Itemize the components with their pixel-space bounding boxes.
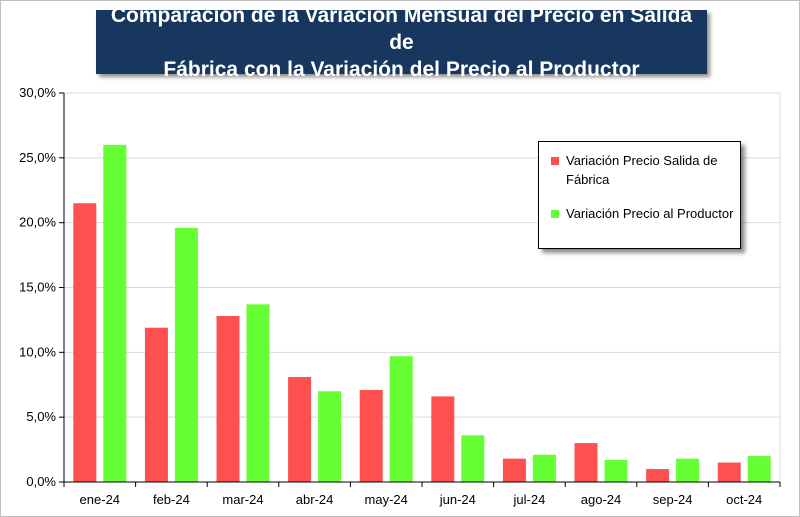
x-tick-label: abr-24 (296, 492, 334, 507)
x-tick-label: oct-24 (726, 492, 762, 507)
bar-productor-mar-24 (246, 304, 270, 482)
legend-label-salida-fabrica: Variación Precio Salida de Fábrica (566, 153, 718, 187)
y-tick-label: 0,0% (26, 474, 56, 489)
bar-productor-ago-24 (604, 459, 628, 482)
bar-productor-jul-24 (532, 454, 556, 482)
bar-productor-sep-24 (676, 458, 700, 482)
x-tick-label: jun-24 (439, 492, 476, 507)
y-tick-label: 30,0% (19, 85, 56, 100)
chart-title-line-2: Fábrica con la Variación del Precio al P… (163, 57, 640, 81)
y-tick-label: 10,0% (19, 344, 56, 359)
bar-salida-fabrica-may-24 (359, 389, 383, 482)
bar-salida-fabrica-oct-24 (717, 462, 741, 482)
bar-salida-fabrica-jun-24 (431, 396, 455, 482)
legend-item-productor: Variación Precio al Productor (551, 204, 736, 223)
x-tick-label: feb-24 (153, 492, 190, 507)
y-tick-label: 20,0% (19, 215, 56, 230)
y-tick-label: 25,0% (19, 150, 56, 165)
y-tick-label: 15,0% (19, 280, 56, 295)
legend-swatch-salida-fabrica (551, 157, 559, 165)
x-tick-label: sep-24 (653, 492, 693, 507)
legend-item-salida-fabrica: Variación Precio Salida de Fábrica (551, 151, 736, 189)
chart-legend: Variación Precio Salida de Fábrica Varia… (538, 141, 741, 249)
bar-salida-fabrica-abr-24 (288, 376, 312, 482)
x-tick-label: ene-24 (80, 492, 120, 507)
x-tick-label: mar-24 (222, 492, 263, 507)
chart-title: Comparación de la Variación Mensual del … (96, 4, 707, 81)
x-tick-label: may-24 (365, 492, 408, 507)
bar-productor-may-24 (389, 356, 413, 482)
bar-salida-fabrica-mar-24 (216, 316, 240, 482)
bar-salida-fabrica-ago-24 (574, 443, 598, 482)
bar-productor-oct-24 (747, 456, 771, 482)
x-tick-label: jul-24 (513, 492, 546, 507)
legend-swatch-productor (551, 210, 559, 218)
bar-productor-jun-24 (461, 435, 485, 482)
bar-productor-ene-24 (103, 144, 127, 482)
bar-salida-fabrica-jul-24 (502, 458, 526, 482)
bar-salida-fabrica-ene-24 (73, 203, 97, 482)
bar-productor-feb-24 (174, 227, 198, 482)
bar-productor-abr-24 (318, 391, 342, 482)
bar-salida-fabrica-feb-24 (144, 327, 168, 482)
legend-label-productor: Variación Precio al Productor (566, 206, 734, 221)
chart-title-line-1: Comparación de la Variación Mensual del … (110, 3, 693, 54)
bar-salida-fabrica-sep-24 (646, 469, 670, 482)
y-tick-label: 5,0% (26, 409, 56, 424)
x-tick-label: ago-24 (581, 492, 621, 507)
